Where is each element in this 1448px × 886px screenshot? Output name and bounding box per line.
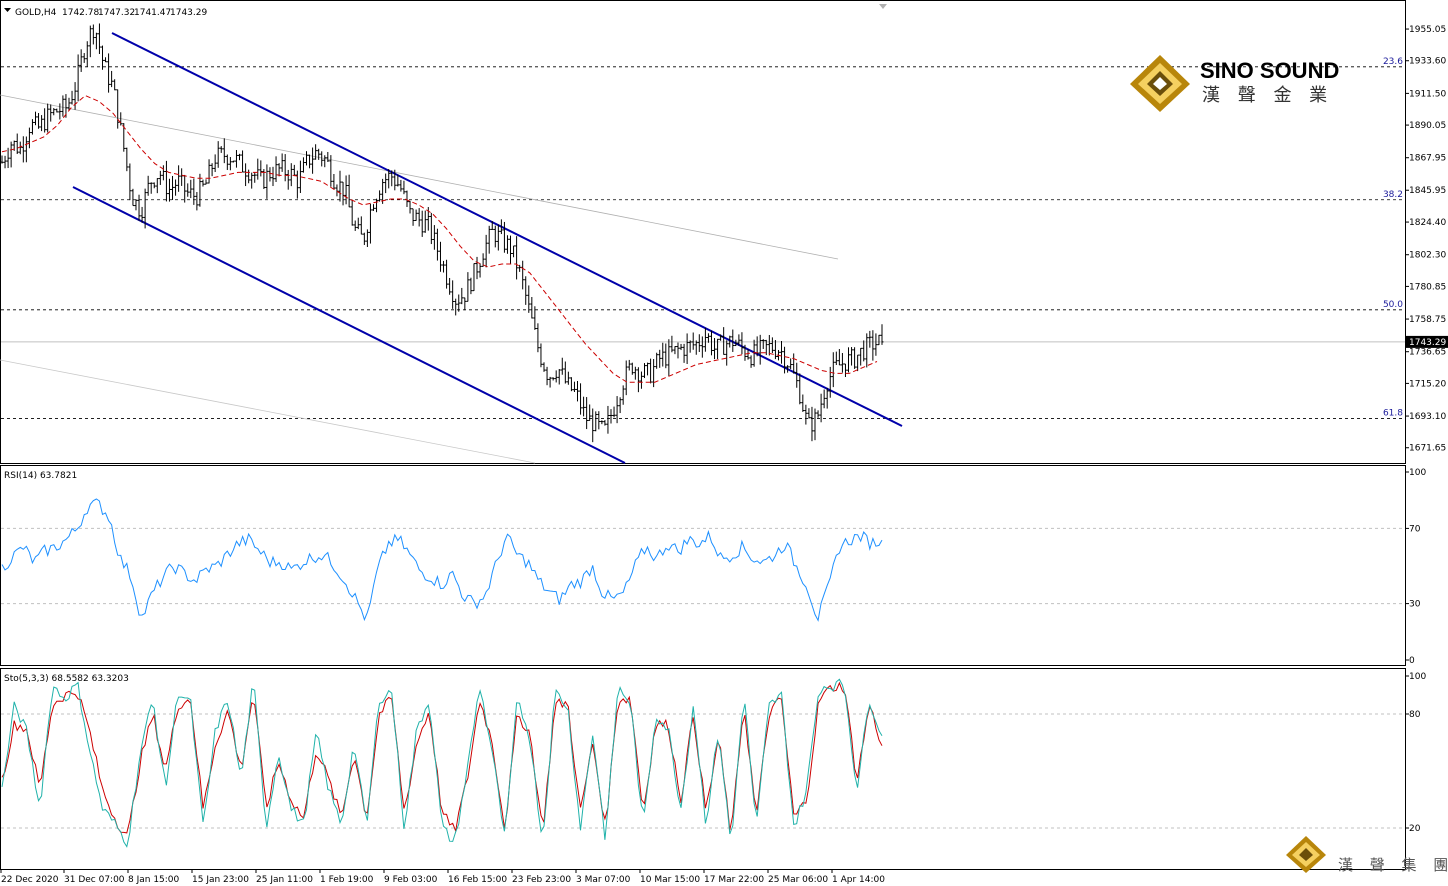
rsi-tick-label: 0 [1409,656,1415,666]
collapse-arrow-icon[interactable] [4,8,11,12]
symbol-label: GOLD,H4 [15,8,57,18]
price-tick-label: 1933.60 [1409,57,1446,67]
time-tick-label: 15 Jan 23:00 [192,875,249,885]
price-series-layer [0,23,884,443]
time-tick-label: 1 Apr 14:00 [832,875,885,885]
stochastic-title: Sto(5,3,3) 68.5582 63.3203 [4,674,129,684]
rsi-tick-label: 70 [1409,524,1421,534]
stochastic-tick-label: 20 [1409,824,1421,834]
price-tick-label: 1824.40 [1409,218,1446,228]
channel-upper-line[interactable] [111,32,903,427]
rsi-tick-label: 100 [1409,468,1426,478]
rsi-line[interactable] [1,498,883,622]
price-tick-label: 1867.95 [1409,154,1446,164]
time-tick-label: 8 Jan 15:00 [128,875,180,885]
trend-reference-line[interactable] [0,359,536,464]
stochastic-layer: 100 80 20 [1,672,1426,848]
brand-name: SINO SOUND [1200,58,1339,83]
ohlc-close: 1743.29 [170,8,207,18]
price-tick-label: 1955.05 [1409,25,1446,35]
price-tick-label: 1780.85 [1409,282,1446,292]
time-tick-label: 10 Mar 15:00 [640,875,700,885]
fib-level-label: 50.0 [1383,300,1403,310]
stochastic-signal-line[interactable] [1,681,883,834]
stochastic-main-line[interactable] [1,678,883,848]
price-pane[interactable] [0,0,1406,464]
moving-average-line[interactable] [1,95,878,383]
time-tick-label: 3 Mar 07:00 [576,875,631,885]
time-tick-label: 25 Jan 11:00 [256,875,313,885]
window-scroll-marker-icon[interactable] [879,4,887,9]
price-tick-label: 1845.95 [1409,186,1446,196]
time-tick-label: 22 Dec 2020 [1,875,59,885]
price-tick-label: 1693.10 [1409,412,1446,422]
stochastic-pane[interactable] [0,668,1406,870]
rsi-title: RSI(14) 63.7821 [4,471,77,481]
fib-level-label: 61.8 [1383,408,1403,418]
price-tick-label: 1671.65 [1409,444,1446,454]
time-tick-label: 9 Feb 03:00 [384,875,438,885]
fib-level-label: 38.2 [1383,190,1403,200]
trend-reference-line[interactable] [0,94,839,260]
price-tick-label: 1715.20 [1409,379,1446,389]
fib-level-label: 23.6 [1383,57,1403,67]
ohlc-high: 1747.32 [98,8,135,18]
time-tick-label: 17 Mar 22:00 [704,875,764,885]
stochastic-tick-label: 100 [1409,672,1426,682]
price-tick-label: 1802.30 [1409,251,1446,261]
time-tick-label: 25 Mar 06:00 [768,875,828,885]
price-grid-layer: 1955.05 1933.60 1911.50 1890.05 1867.95 1845.… [0,25,1448,464]
time-tick-label: 31 Dec 07:00 [64,875,125,885]
group-name-cn: 漢 聲 集 團 [1338,856,1448,874]
time-axis: 22 Dec 2020 31 Dec 07:00 8 Jan 15:00 15 Jan… [0,869,885,885]
price-tick-label: 1736.65 [1409,348,1446,358]
current-price-tag [1406,335,1448,348]
time-tick-label: 23 Feb 23:00 [512,875,571,885]
price-tick-label: 1911.50 [1409,89,1446,99]
channel-lower-line[interactable] [72,186,626,464]
rsi-tick-label: 30 [1409,600,1421,610]
ohlc-open: 1742.78 [62,8,99,18]
price-tick-label: 1890.05 [1409,121,1446,131]
ohlc-low: 1741.47 [134,8,171,18]
current-price-label: 1743.29 [1409,338,1446,348]
rsi-pane[interactable] [0,465,1406,666]
stochastic-tick-label: 80 [1409,710,1421,720]
rsi-layer: 100 70 30 0 [1,468,1426,666]
sino-sound-logo: SINO SOUND 漢 聲 金 業 [1130,55,1339,112]
price-tick-label: 1758.75 [1409,315,1446,325]
time-tick-label: 16 Feb 15:00 [448,875,507,885]
group-logo-footer: 漢 聲 集 團 [1286,836,1448,874]
brand-name-cn: 漢 聲 金 業 [1202,85,1333,106]
time-tick-label: 1 Feb 19:00 [320,875,374,885]
